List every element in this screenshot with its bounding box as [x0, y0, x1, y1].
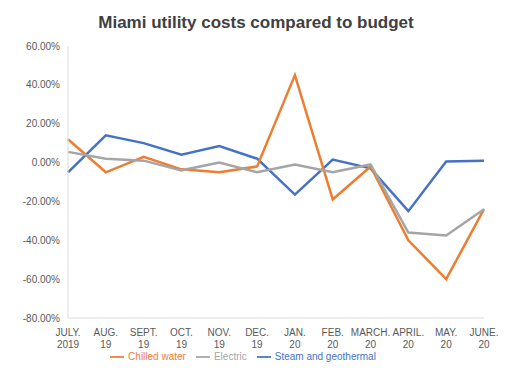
html-text:Chilled water: Chilled water — [128, 350, 186, 362]
svg-text:AUG.19: AUG.19 — [94, 327, 118, 350]
svg-text:-40.00%: -40.00% — [23, 235, 60, 246]
svg-text:-20.00%: -20.00% — [23, 196, 60, 207]
svg-text:JULY.2019: JULY.2019 — [55, 327, 80, 350]
html-text:Steam and geothermal: Steam and geothermal — [274, 350, 376, 362]
svg-text:JAN.20: JAN.20 — [284, 327, 306, 350]
html-text:Miami utility costs compared t: Miami utility costs compared to budget — [98, 13, 414, 32]
svg-text:JUNE.20: JUNE.20 — [470, 327, 499, 350]
html-text:Electric: Electric — [213, 350, 247, 362]
svg-text:MAY.20: MAY.20 — [435, 327, 457, 350]
svg-text:OCT.19: OCT.19 — [170, 327, 193, 350]
svg-text:-80.00%: -80.00% — [23, 313, 60, 324]
svg-text:FEB.20: FEB.20 — [322, 327, 344, 350]
svg-text:20.00%: 20.00% — [26, 118, 60, 129]
svg-text:SEPT.19: SEPT.19 — [130, 327, 158, 350]
svg-text:APRIL.20: APRIL.20 — [393, 327, 425, 350]
svg-text:NOV.19: NOV.19 — [208, 327, 232, 350]
svg-text:60.00%: 60.00% — [26, 41, 60, 52]
svg-text:-60.00%: -60.00% — [23, 274, 60, 285]
svg-text:0.00%: 0.00% — [32, 157, 60, 168]
svg-text:40.00%: 40.00% — [26, 79, 60, 90]
svg-text:DEC.19: DEC.19 — [245, 327, 269, 350]
svg-text:MARCH.20: MARCH.20 — [351, 327, 390, 350]
